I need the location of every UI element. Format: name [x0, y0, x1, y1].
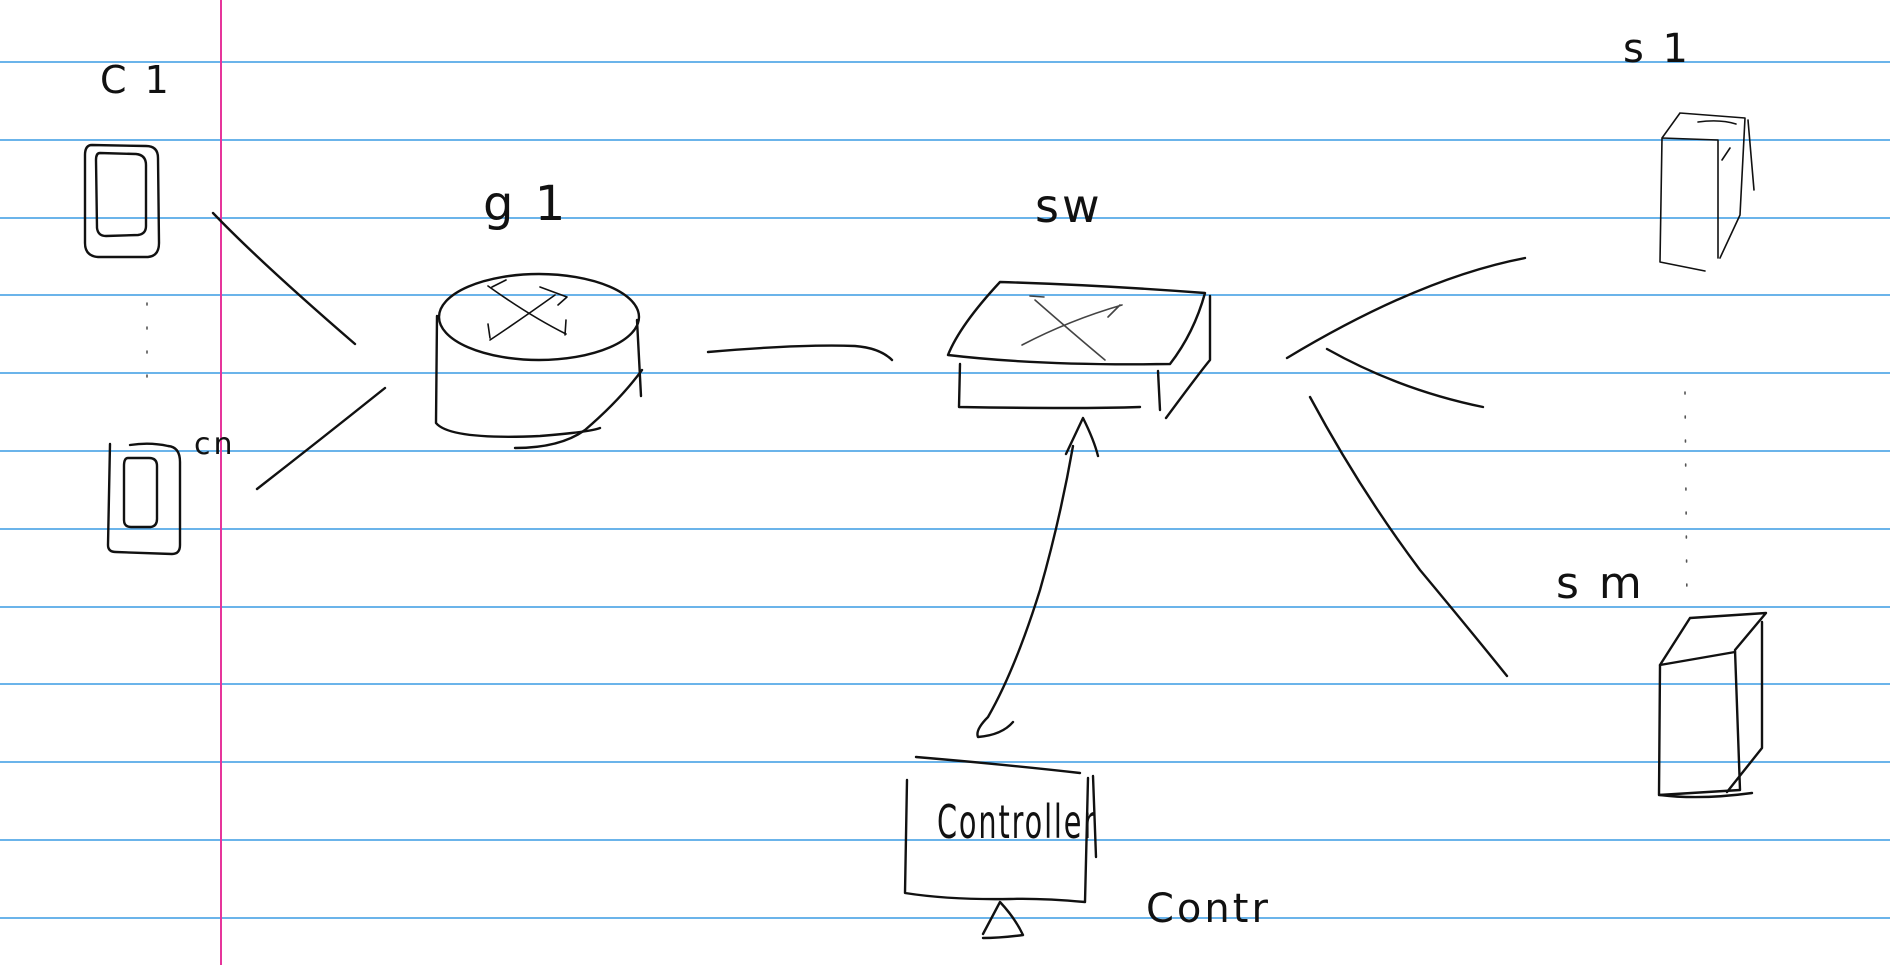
server-s1-label: s 1 [1623, 26, 1691, 72]
client-cn-label: cn [194, 427, 236, 462]
server-s1-icon [1659, 112, 1755, 272]
server-sm-icon [1657, 611, 1768, 799]
controller-label: Controller [937, 795, 1097, 849]
client-c1-device [83, 143, 161, 259]
switch-label: sw [1035, 179, 1103, 233]
server-sm-label: s m [1556, 558, 1645, 609]
link-switch-s1-b [1325, 347, 1485, 409]
client-c1-label: C 1 [100, 58, 172, 102]
gateway-label: g 1 [483, 176, 568, 232]
link-switch-s1-a [1285, 256, 1527, 360]
controller-box [903, 755, 1098, 940]
link-gateway-switch [706, 344, 894, 362]
link-c1-gateway [211, 211, 357, 346]
gateway-router-icon [434, 272, 644, 450]
ruled-lines [0, 61, 1890, 919]
client-cn-device [106, 442, 182, 556]
link-switch-sm [1308, 395, 1509, 678]
link-switch-controller [976, 444, 1075, 739]
switch-icon [946, 280, 1212, 458]
server-ellipsis [1684, 391, 1688, 606]
controller-side-label: Contr [1146, 886, 1271, 932]
link-cn-gateway [255, 386, 387, 491]
